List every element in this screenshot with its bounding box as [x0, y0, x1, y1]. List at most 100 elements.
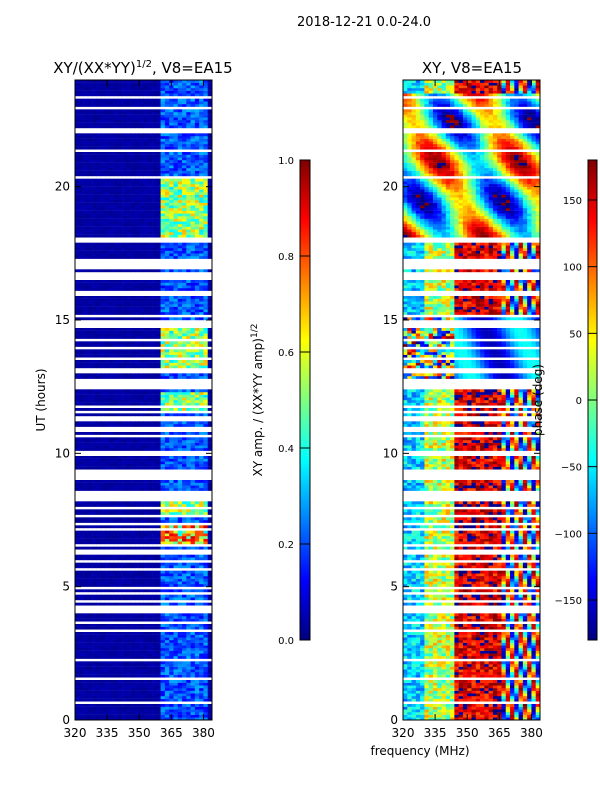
amplitude-cell [109, 456, 114, 459]
amplitude-cell [113, 192, 119, 195]
amplitude-cell [164, 688, 170, 691]
amplitude-cell [207, 421, 213, 425]
amplitude-cell [104, 298, 110, 302]
amplitude-cell [96, 581, 101, 585]
amplitude-cell [173, 632, 179, 635]
amplitude-cell [190, 373, 196, 377]
amplitude-cell [164, 525, 170, 529]
amplitude-cell [186, 392, 191, 395]
amplitude-cell [134, 136, 140, 139]
amplitude-cell [177, 165, 183, 169]
amplitude-cell [117, 157, 123, 161]
amplitude-cell [96, 229, 101, 233]
amplitude-cell [152, 397, 157, 401]
amplitude-cell [139, 301, 144, 305]
amplitude-cell [96, 690, 101, 694]
amplitude-cell [203, 704, 209, 707]
amplitude-cell [83, 482, 89, 486]
amplitude-cell [126, 194, 131, 198]
amplitude-cell [109, 653, 114, 657]
amplitude-cell [207, 210, 213, 214]
amplitude-cell [75, 442, 80, 446]
amplitude-cell [152, 394, 157, 398]
amplitude-cell [164, 565, 170, 569]
amplitude-cell [169, 466, 174, 470]
amplitude-cell [87, 173, 93, 177]
amplitude-cell [104, 352, 110, 355]
amplitude-cell [139, 626, 144, 630]
amplitude-cell [164, 570, 170, 574]
amplitude-cell [79, 392, 84, 395]
amplitude-cell [75, 456, 80, 459]
amplitude-cell [186, 354, 191, 358]
amplitude-cell [182, 602, 187, 606]
amplitude-cell [75, 581, 80, 585]
amplitude-cell [96, 445, 101, 449]
amplitude-cell [139, 194, 144, 198]
amplitude-cell [100, 482, 106, 486]
amplitude-cell [87, 466, 93, 470]
amplitude-cell [160, 317, 166, 321]
amplitude-cell [113, 597, 119, 601]
amplitude-cell [186, 504, 191, 507]
amplitude-cell [75, 136, 80, 139]
amplitude-cell [207, 389, 213, 393]
amplitude-cell [104, 245, 110, 249]
amplitude-cell [156, 408, 161, 411]
amplitude-cell [113, 650, 119, 654]
amplitude-cell [207, 698, 213, 702]
amplitude-cell [96, 504, 101, 507]
amplitude-cell [147, 693, 153, 697]
amplitude-cell [100, 632, 106, 635]
amplitude-cell [152, 488, 157, 491]
amplitude-cell [134, 221, 140, 225]
amplitude-cell [199, 205, 204, 209]
amplitude-cell [147, 437, 153, 441]
amplitude-cell [139, 330, 144, 334]
amplitude-cell [139, 288, 144, 291]
amplitude-cell [207, 664, 213, 667]
amplitude-cell [96, 213, 101, 217]
amplitude-cell [83, 306, 89, 310]
amplitude-cell [156, 645, 161, 649]
amplitude-cell [100, 248, 106, 251]
amplitude-cell [143, 394, 149, 398]
amplitude-cell [169, 653, 174, 657]
amplitude-cell [207, 216, 213, 219]
amplitude-cell [207, 573, 213, 577]
amplitude-cell [160, 536, 166, 539]
amplitude-cell [173, 461, 179, 465]
amplitude-cell [203, 661, 209, 665]
amplitude-cell [177, 712, 183, 715]
amplitude-cell [203, 202, 209, 206]
amplitude-cell [87, 221, 93, 225]
amplitude-cell [177, 282, 183, 286]
amplitude-cell [109, 210, 114, 214]
amplitude-cell [109, 408, 114, 411]
amplitude-cell [177, 517, 183, 521]
amplitude-cell [190, 186, 196, 190]
amplitude-cell [126, 242, 131, 246]
amplitude-cell [207, 485, 213, 489]
amplitude-cell [117, 189, 123, 193]
amplitude-cell [79, 181, 84, 185]
amplitude-cell [75, 312, 80, 315]
amplitude-cell [134, 456, 140, 459]
amplitude-cell [164, 141, 170, 145]
amplitude-cell [130, 693, 136, 697]
amplitude-cell [143, 517, 149, 521]
amplitude-cell [126, 458, 131, 462]
amplitude-cell [87, 626, 93, 630]
amplitude-cell [104, 181, 110, 185]
amplitude-cell [113, 194, 119, 198]
amplitude-cell [104, 640, 110, 643]
amplitude-cell [83, 256, 89, 259]
amplitude-cell [177, 456, 183, 459]
amplitude-cell [96, 397, 101, 401]
amplitude-cell [100, 360, 106, 363]
amplitude-cell [87, 546, 93, 550]
amplitude-cell [96, 138, 101, 142]
amplitude-cell [130, 448, 136, 451]
amplitude-cell [152, 354, 157, 358]
amplitude-cell [87, 256, 93, 259]
